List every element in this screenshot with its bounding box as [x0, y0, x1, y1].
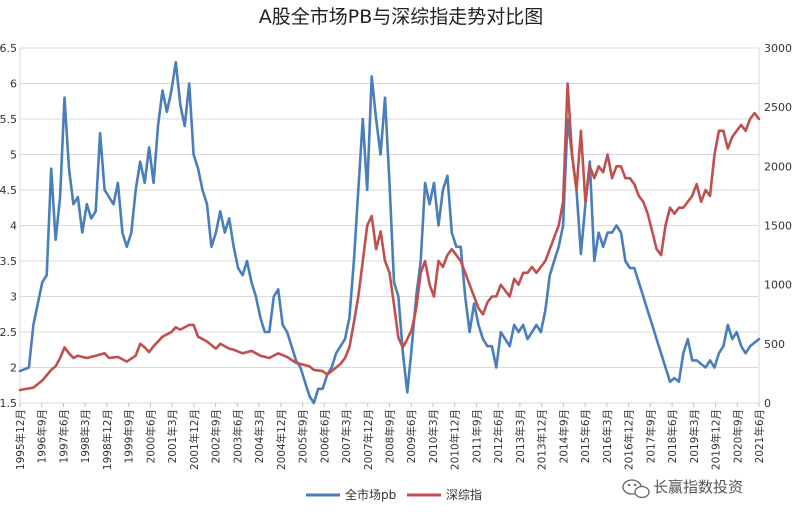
left-tick-label: 3	[10, 291, 17, 304]
left-tick-label: 5	[10, 149, 17, 162]
x-tick-label: 2007年3月	[340, 409, 353, 463]
x-tick-label: 1995年12月	[14, 409, 27, 470]
left-tick-label: 6	[10, 78, 17, 91]
x-tick-label: 2002年9月	[210, 409, 223, 463]
x-tick-label: 2010年3月	[427, 409, 440, 463]
x-tick-label: 2010年12月	[449, 409, 462, 470]
right-tick-label: 1000	[764, 279, 792, 292]
x-tick-label: 2007年12月	[362, 409, 375, 470]
x-tick-label: 1998年3月	[79, 409, 92, 463]
x-tick-label: 2015年6月	[579, 409, 592, 463]
x-tick-label: 2019年3月	[688, 409, 701, 463]
right-tick-label: 2000	[764, 160, 792, 173]
x-tick-label: 1996年9月	[36, 409, 49, 463]
x-tick-label: 2012年6月	[492, 409, 505, 463]
left-tick-label: 2.5	[0, 326, 17, 339]
x-tick-label: 2017年9月	[644, 409, 657, 463]
left-tick-label: 4.5	[0, 184, 17, 197]
x-tick-label: 2000年6月	[144, 409, 157, 463]
left-tick-label: 2	[10, 362, 17, 375]
left-axis: 1.5 2 2.5 3 3.5 4 4.5 5 5.5 6 6.5	[0, 42, 17, 410]
wechat-icon	[622, 479, 650, 499]
series-line-pb	[18, 60, 761, 405]
chart-title: A股全市场PB与深综指走势对比图	[259, 6, 544, 28]
series-layer	[18, 60, 761, 405]
right-tick-label: 2500	[764, 101, 792, 114]
left-tick-label: 3.5	[0, 255, 17, 268]
right-tick-label: 0	[764, 397, 771, 410]
x-tick-label: 2016年12月	[623, 409, 636, 470]
gridlines	[20, 47, 759, 404]
x-tick-label: 2016年3月	[601, 409, 614, 463]
x-tick-label: 2005年9月	[297, 409, 310, 463]
x-tick-label: 2013年12月	[536, 409, 549, 470]
x-tick-label: 1997年6月	[57, 409, 70, 463]
x-tick-label: 2021年6月	[753, 409, 766, 463]
x-tick-label: 2001年3月	[166, 409, 179, 463]
x-axis: 1995年12月 1996年9月 1997年6月 1998年3月 1998年12月 199…	[14, 403, 766, 470]
left-tick-label: 5.5	[0, 113, 17, 126]
left-tick-label: 1.5	[0, 397, 17, 410]
x-tick-label: 2004年3月	[253, 409, 266, 463]
x-tick-label: 2003年6月	[231, 409, 244, 463]
x-tick-label: 2008年9月	[384, 409, 397, 463]
right-tick-label: 500	[764, 338, 785, 351]
x-tick-label: 1999年9月	[123, 409, 136, 463]
series-line-szzs	[18, 82, 761, 392]
watermark-text: 长赢指数投资	[653, 478, 743, 496]
x-tick-label: 2013年3月	[514, 409, 527, 463]
legend: 全市场pb 深综指	[306, 487, 482, 502]
right-axis: 0 500 1000 1500 2000 2500 3000	[764, 42, 792, 410]
left-tick-label: 6.5	[0, 42, 17, 55]
x-tick-label: 2020年9月	[731, 409, 744, 463]
legend-label-pb: 全市场pb	[345, 487, 396, 502]
x-tick-label: 2001年12月	[188, 409, 201, 470]
right-tick-label: 1500	[764, 220, 792, 233]
x-tick-label: 2009年6月	[405, 409, 418, 463]
x-tick-label: 2014年9月	[557, 409, 570, 463]
x-tick-label: 2018年6月	[666, 409, 679, 463]
x-tick-label: 2006年6月	[318, 409, 331, 463]
watermark: 长赢指数投资	[622, 478, 743, 499]
right-tick-label: 3000	[764, 42, 792, 55]
x-tick-label: 2019年12月	[710, 409, 723, 470]
left-tick-label: 4	[10, 220, 17, 233]
x-tick-label: 2011年9月	[470, 409, 483, 463]
legend-label-szzs: 深综指	[446, 487, 482, 502]
x-tick-label: 1998年12月	[101, 409, 114, 470]
x-tick-label: 2004年12月	[275, 409, 288, 470]
